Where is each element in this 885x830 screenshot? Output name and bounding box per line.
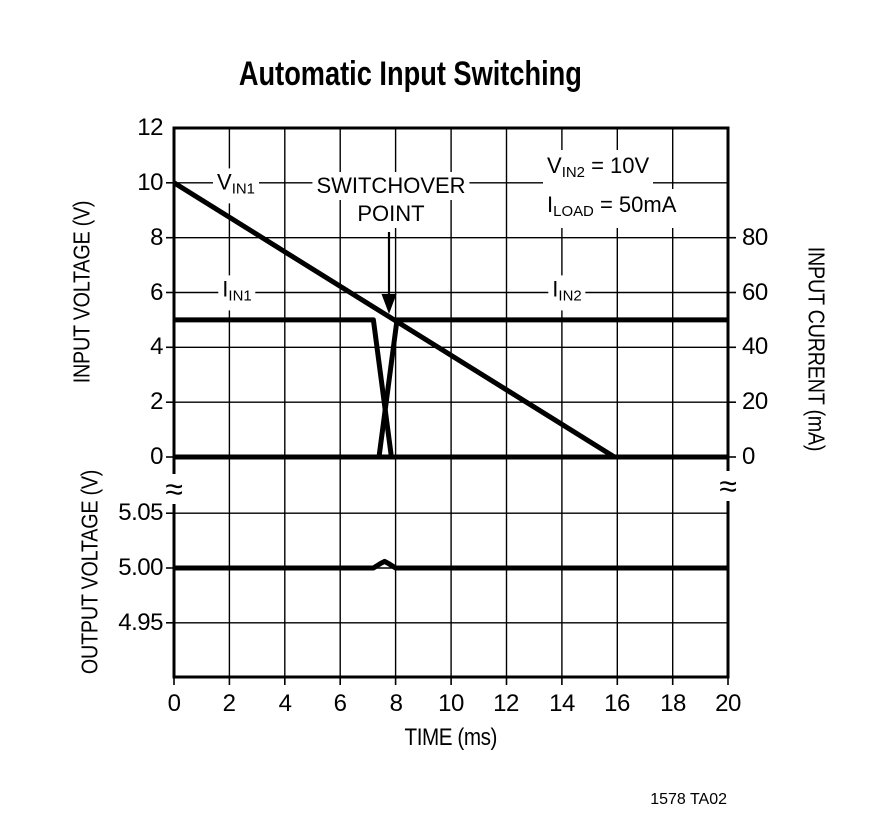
- tick-label-input-voltage: 2: [150, 388, 163, 415]
- tick-label-time: 12: [493, 690, 519, 717]
- series-iin1: [174, 317, 728, 460]
- label-iin2: IIN2: [548, 275, 586, 311]
- cond2-main: I: [547, 192, 554, 218]
- label-iin2-sub: IN2: [558, 287, 582, 305]
- series-vin1: [172, 180, 616, 460]
- data-series: [172, 180, 728, 571]
- tick-label-time: 18: [660, 690, 686, 717]
- plot-border: [172, 126, 730, 679]
- cond2-sub: LOAD: [553, 203, 594, 221]
- tick-label-time: 8: [389, 690, 403, 717]
- chart-title: Automatic Input Switching: [190, 55, 630, 94]
- plot-canvas: [166, 126, 736, 685]
- tick-label-input-current: 60: [742, 279, 768, 306]
- tick-label-output-voltage: 4.95: [118, 609, 163, 636]
- tick-label-time: 4: [278, 690, 292, 717]
- tick-label-input-voltage: 0: [150, 443, 163, 470]
- tick-label-input-current: 40: [742, 333, 768, 360]
- tick-label-time: 16: [604, 690, 630, 717]
- label-iin2-main: I: [552, 276, 559, 302]
- label-switchover-line2: POINT: [353, 200, 429, 228]
- label-vin1-sub: IN1: [231, 180, 255, 198]
- series-vout: [174, 558, 728, 571]
- tick-label-time: 14: [549, 690, 575, 717]
- label-iin1: IIN1: [218, 275, 256, 311]
- cond2-rest: = 50mA: [593, 192, 677, 218]
- label-conditions: VIN2 = 10V ILOAD = 50mA: [543, 150, 681, 229]
- label-iin1-sub: IN1: [228, 287, 252, 305]
- series-iin2: [174, 317, 728, 460]
- cond1-main: V: [547, 153, 562, 178]
- axis-label-time-text: TIME (ms): [404, 724, 498, 751]
- switchover-arrow: [381, 232, 397, 314]
- plot-area: [166, 126, 736, 685]
- chart-title-text: Automatic Input Switching: [238, 55, 582, 93]
- tick-label-time: 10: [438, 690, 464, 717]
- cond1-sub: IN2: [561, 164, 585, 182]
- cond1-rest: = 10V: [584, 153, 650, 178]
- axis-break-right-icon: ≈: [717, 468, 739, 504]
- tick-label-input-voltage: 4: [150, 333, 163, 360]
- tick-label-input-current: 20: [742, 388, 768, 415]
- tick-label-input-voltage: 12: [137, 114, 163, 141]
- label-vin1: VIN1: [213, 168, 259, 204]
- tick-label-input-voltage: 8: [150, 224, 163, 251]
- tick-label-time: 6: [333, 690, 347, 717]
- axis-break-left-icon: ≈: [163, 471, 185, 507]
- tick-label-output-voltage: 5.05: [118, 499, 163, 526]
- figure-code: 1578 TA02: [650, 791, 727, 808]
- tick-label-input-voltage: 6: [150, 279, 163, 306]
- tick-label-time: 20: [715, 690, 741, 717]
- label-vin1-main: V: [217, 169, 232, 195]
- tick-label-output-voltage: 5.00: [118, 554, 163, 581]
- axis-label-time: TIME (ms): [351, 724, 551, 752]
- tick-label-input-current: 0: [742, 443, 755, 470]
- label-switchover-line1: SWITCHOVER: [312, 172, 470, 200]
- label-iin1-main: I: [222, 276, 229, 302]
- label-switchover: SWITCHOVER POINT: [312, 172, 470, 228]
- tick-label-time: 2: [222, 690, 236, 717]
- tick-label-time: 0: [167, 690, 181, 717]
- switchover-arrowhead-icon: [381, 294, 397, 314]
- tick-label-input-voltage: 10: [137, 169, 163, 196]
- tick-label-input-current: 80: [742, 224, 768, 251]
